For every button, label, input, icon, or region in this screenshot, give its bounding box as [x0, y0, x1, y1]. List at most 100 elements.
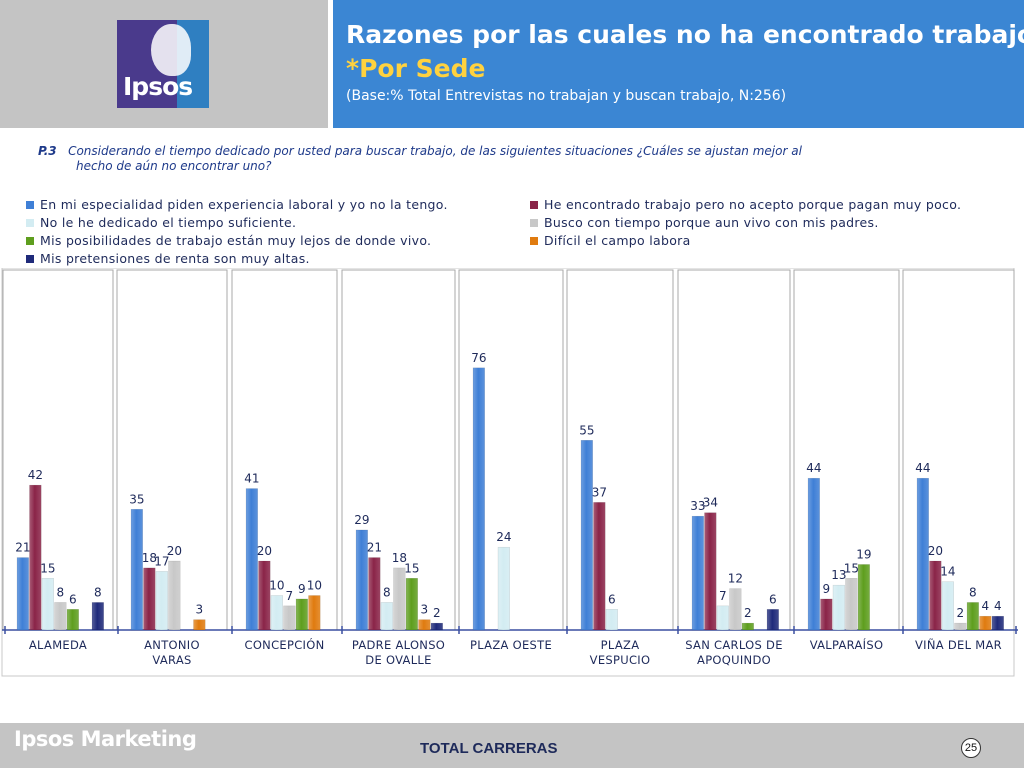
data-label-1-3: 15 [40, 561, 55, 575]
bar-7-3 [716, 605, 729, 631]
question-text: P.3 Considerando el tiempo dedicado por … [38, 144, 898, 174]
data-label-2-2: 18 [142, 551, 157, 565]
category-label-4-1: PADRE ALONSO [352, 638, 445, 652]
data-label-7-5: 2 [744, 606, 752, 620]
footer-brand: Ipsos Marketing [14, 727, 197, 751]
data-label-1-7: 8 [94, 585, 102, 599]
bar-3-4 [283, 605, 296, 631]
legend-label-2: He encontrado trabajo pero no acepto por… [544, 197, 962, 212]
bar-2-2 [143, 567, 156, 631]
legend-label-5: Mis posibilidades de trabajo están muy l… [40, 233, 432, 248]
legend-swatch-1 [26, 201, 34, 209]
bar-2-1 [130, 509, 143, 631]
data-label-7-7: 6 [769, 592, 777, 606]
footer-bar [0, 723, 1024, 768]
legend-label-3: No le he dedicado el tiempo suficiente. [40, 215, 297, 230]
bar-6-2 [593, 502, 606, 631]
data-label-2-3: 17 [154, 554, 169, 568]
data-label-3-1: 41 [244, 472, 259, 486]
legend-item-7: Mis pretensiones de renta son muy altas. [26, 251, 310, 266]
legend-item-1: En mi especialidad piden experiencia lab… [26, 197, 448, 212]
slide-base-note: (Base:% Total Entrevistas no trabajan y … [346, 88, 787, 104]
data-label-8-3: 13 [831, 568, 846, 582]
legend-swatch-5 [26, 237, 34, 245]
data-label-9-4: 2 [957, 606, 965, 620]
data-label-2-1: 35 [129, 492, 144, 506]
bar-5-3 [497, 546, 510, 631]
category-label-7-2: APOQUINDO [697, 653, 771, 667]
data-label-9-1: 44 [915, 461, 930, 475]
data-label-9-7: 4 [994, 599, 1002, 613]
legend-swatch-3 [26, 219, 34, 227]
legend-item-6: Difícil el campo labora [530, 233, 691, 248]
bar-4-3 [380, 602, 393, 631]
data-label-3-5: 9 [298, 582, 306, 596]
category-label-3-1: CONCEPCIÓN [245, 637, 325, 652]
bar-3-6 [308, 595, 321, 631]
bar-7-5 [741, 622, 754, 631]
category-label-9-1: VIÑA DEL MAR [915, 637, 1002, 652]
category-label-6-2: VESPUCIO [590, 653, 651, 667]
data-label-5-1: 76 [471, 351, 486, 365]
legend-item-2: He encontrado trabajo pero no acepto por… [530, 197, 961, 212]
question-code: P.3 [38, 144, 57, 158]
bar-8-3 [832, 584, 845, 631]
data-label-8-2: 9 [823, 582, 831, 596]
data-label-5-3: 24 [496, 530, 511, 544]
data-label-8-4: 15 [844, 561, 859, 575]
bar-9-4 [954, 622, 967, 631]
data-label-7-4: 12 [728, 572, 743, 586]
category-label-6-1: PLAZA [601, 638, 640, 652]
data-label-8-5: 19 [856, 547, 871, 561]
bar-7-4 [729, 588, 742, 631]
bar-8-1 [807, 477, 820, 631]
bar-3-5 [295, 598, 308, 631]
data-label-6-3: 6 [608, 592, 616, 606]
bar-8-5 [857, 564, 870, 631]
legend-swatch-4 [530, 219, 538, 227]
data-label-1-5: 6 [69, 592, 77, 606]
data-label-4-4: 18 [392, 551, 407, 565]
footer-title: TOTAL CARRERAS [420, 740, 558, 757]
bar-1-4 [54, 602, 67, 631]
logo-face-icon [151, 24, 191, 76]
bar-6-3 [605, 609, 618, 631]
data-label-4-7: 2 [433, 606, 441, 620]
bar-9-2 [929, 560, 942, 631]
data-label-4-2: 21 [367, 541, 382, 555]
category-label-2-1: ANTONIO [144, 638, 200, 652]
data-label-9-5: 8 [969, 585, 977, 599]
slide-title: Razones por las cuales no ha encontrado … [346, 20, 1024, 49]
ipsos-logo: Ipsos [117, 20, 209, 108]
bar-4-6 [418, 619, 431, 631]
legend-swatch-6 [530, 237, 538, 245]
data-label-2-6: 3 [196, 603, 204, 617]
legend-swatch-7 [26, 255, 34, 263]
data-label-3-4: 7 [286, 589, 294, 603]
header-right-panel [333, 0, 1024, 128]
bar-7-7 [766, 609, 779, 631]
bar-7-1 [691, 515, 704, 631]
question-line-2: hecho de aún no encontrar uno? [76, 159, 272, 173]
legend-swatch-2 [530, 201, 538, 209]
legend-item-4: Busco con tiempo porque aun vivo con mis… [530, 215, 879, 230]
data-label-7-1: 33 [690, 499, 705, 513]
bar-9-1 [916, 477, 929, 631]
data-label-3-2: 20 [257, 544, 272, 558]
data-label-9-2: 20 [928, 544, 943, 558]
bar-4-5 [405, 578, 418, 631]
bar-1-2 [29, 484, 42, 631]
data-label-4-3: 8 [383, 585, 391, 599]
chart-legend: En mi especialidad piden experiencia lab… [0, 0, 1024, 270]
bar-9-7 [991, 615, 1004, 631]
data-label-4-1: 29 [354, 513, 369, 527]
data-label-3-3: 10 [269, 579, 284, 593]
logo-text: Ipsos [123, 72, 193, 101]
bar-2-3 [155, 571, 168, 631]
data-label-7-3: 7 [719, 589, 727, 603]
category-label-1-1: ALAMEDA [29, 638, 87, 652]
bar-3-1 [245, 488, 258, 631]
category-label-5-1: PLAZA OESTE [470, 638, 552, 652]
category-label-2-2: VARAS [152, 653, 191, 667]
bar-1-7 [91, 602, 104, 631]
